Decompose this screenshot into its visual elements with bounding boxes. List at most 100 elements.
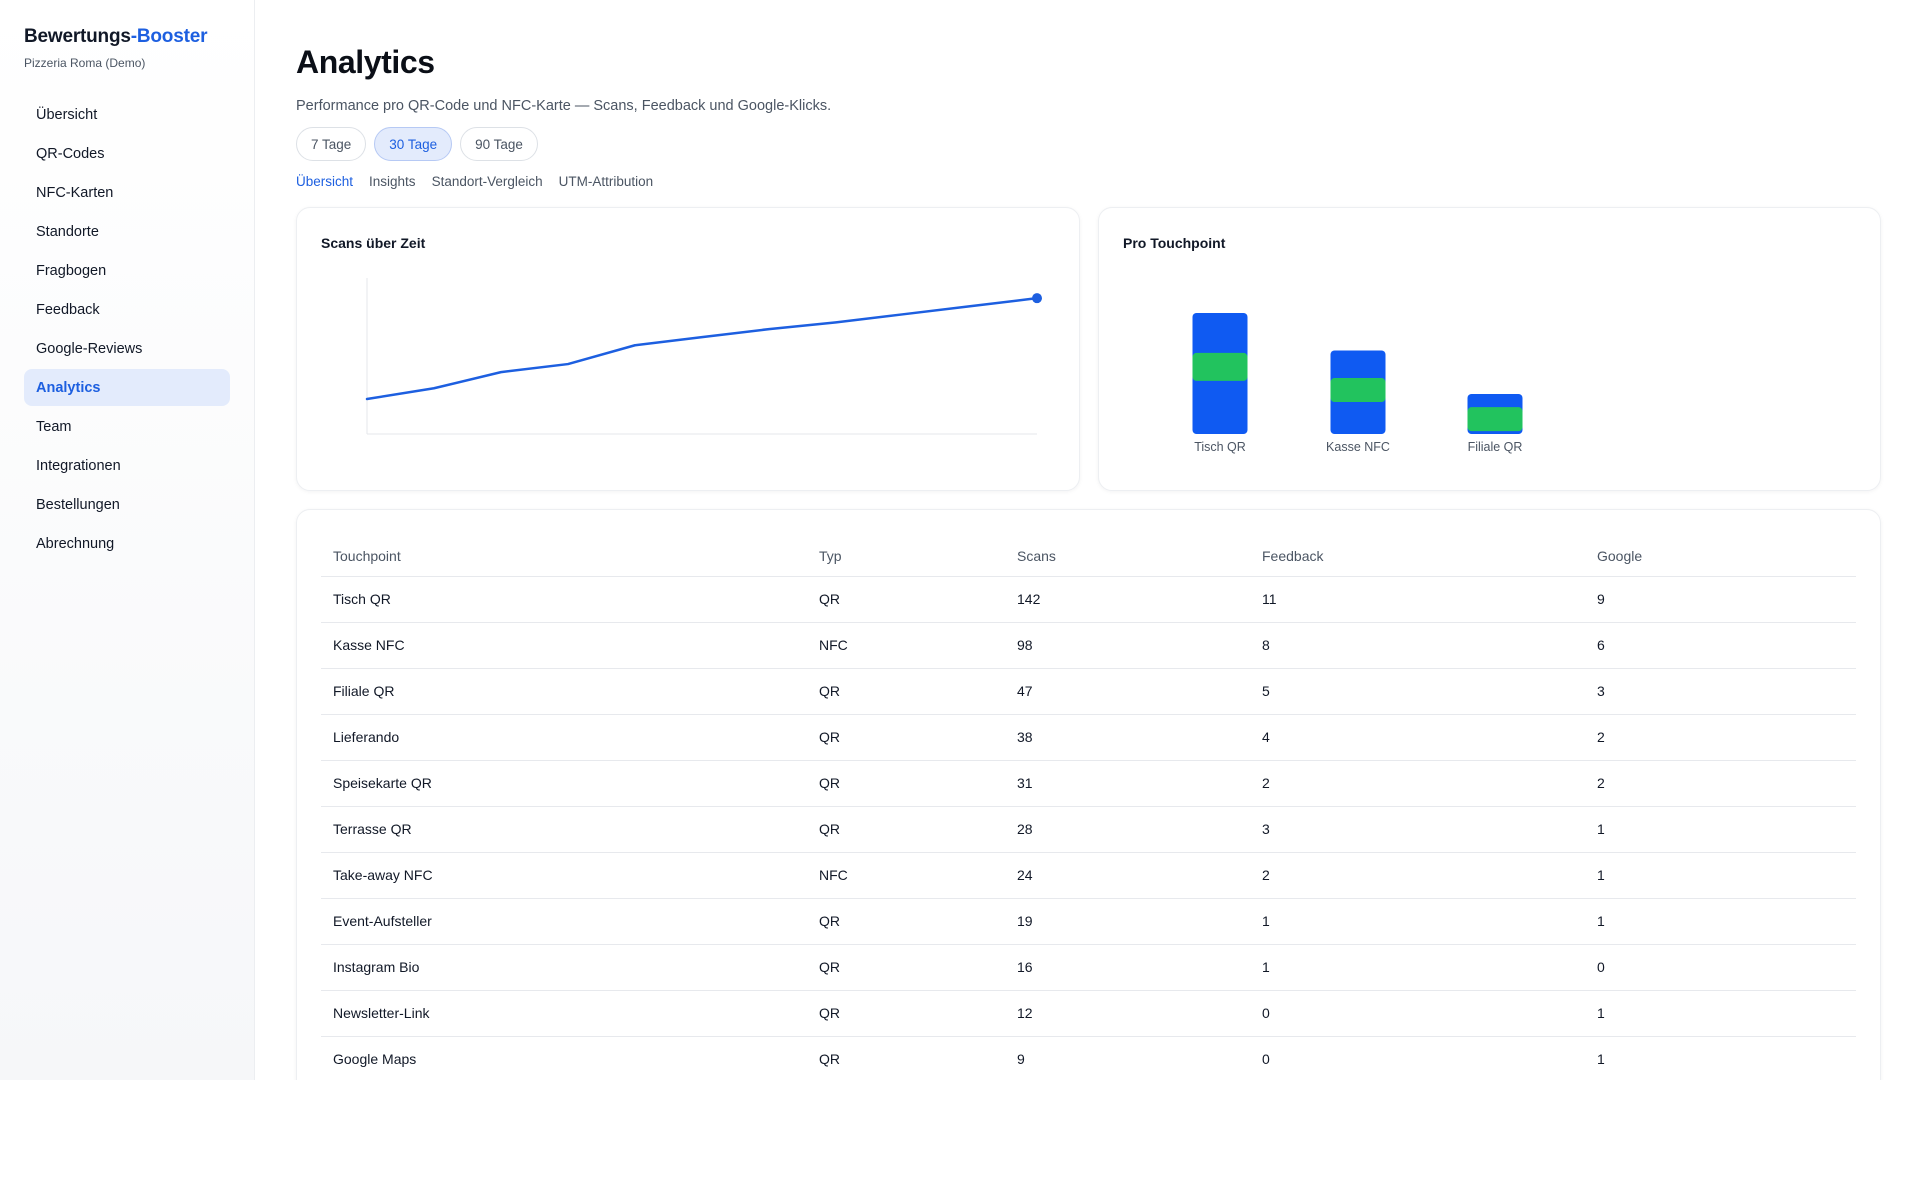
cell-google: 9 xyxy=(1585,576,1856,623)
table-row[interactable]: Google Maps QR 9 0 1 xyxy=(321,1036,1856,1080)
sidebar-item-analytics[interactable]: Analytics xyxy=(24,369,230,406)
cell-scans: 19 xyxy=(1005,898,1250,945)
cell-google: 1 xyxy=(1585,898,1856,945)
business-name: Pizzeria Roma (Demo) xyxy=(24,56,146,70)
sidebar-item-label: Integrationen xyxy=(36,457,121,474)
cell-scans: 38 xyxy=(1005,714,1250,761)
cell-touchpoint: Terrasse QR xyxy=(321,806,807,853)
cell-feedback: 5 xyxy=(1250,668,1585,715)
range-button-30-tage[interactable]: 30 Tage xyxy=(374,127,453,161)
table-row[interactable]: Tisch QR QR 142 11 9 xyxy=(321,576,1856,623)
tab-standort-vergleich[interactable]: Standort-Vergleich xyxy=(431,174,543,189)
table-header-row: Touchpoint Typ Scans Feedback Google xyxy=(321,536,1856,577)
touchpoint-table: Touchpoint Typ Scans Feedback Google Tisch Q… xyxy=(321,536,1856,1080)
column-header-scans[interactable]: Scans xyxy=(1005,536,1250,577)
cell-typ: QR xyxy=(807,576,1005,623)
cell-touchpoint: Take-away NFC xyxy=(321,852,807,899)
table-row[interactable]: Take-away NFC NFC 24 2 1 xyxy=(321,852,1856,899)
line-chart-title: Scans über Zeit xyxy=(321,235,426,251)
cell-typ: QR xyxy=(807,990,1005,1037)
cell-scans: 9 xyxy=(1005,1036,1250,1080)
table-row[interactable]: Newsletter-Link QR 12 0 1 xyxy=(321,990,1856,1037)
sidebar-item-team[interactable]: Team xyxy=(24,408,230,445)
cell-feedback: 0 xyxy=(1250,990,1585,1037)
sidebar-item-label: Feedback xyxy=(36,301,100,318)
cell-touchpoint: Tisch QR xyxy=(321,576,807,623)
cell-scans: 24 xyxy=(1005,852,1250,899)
range-button-90-tage[interactable]: 90 Tage xyxy=(460,127,538,161)
cell-typ: QR xyxy=(807,714,1005,761)
page-subtitle: Performance pro QR-Code und NFC-Karte — … xyxy=(296,98,832,114)
cell-google: 2 xyxy=(1585,714,1856,761)
tab-uebersicht[interactable]: Übersicht xyxy=(296,174,354,189)
bar-tisch-qr-feedback[interactable] xyxy=(1192,352,1248,381)
cell-scans: 47 xyxy=(1005,668,1250,715)
cell-google: 1 xyxy=(1585,1036,1856,1080)
cell-feedback: 4 xyxy=(1250,714,1585,761)
range-button-7-tage[interactable]: 7 Tage xyxy=(296,127,367,161)
bar-kasse-nfc-feedback[interactable] xyxy=(1330,378,1386,403)
cell-touchpoint: Speisekarte QR xyxy=(321,760,807,807)
per-touchpoint-card: Pro Touchpoint Tisch QR Kasse NFC Filiale … xyxy=(1098,207,1881,491)
cell-touchpoint: Event-Aufsteller xyxy=(321,898,807,945)
sidebar-item-nfc-karten[interactable]: NFC-Karten xyxy=(24,174,230,211)
cell-scans: 16 xyxy=(1005,944,1250,991)
cell-scans: 12 xyxy=(1005,990,1250,1037)
cell-typ: QR xyxy=(807,898,1005,945)
table-row[interactable]: Event-Aufsteller QR 19 1 1 xyxy=(321,898,1856,945)
cell-scans: 31 xyxy=(1005,760,1250,807)
analytics-subtabs: Übersicht Insights Standort-Vergleich UTM-A… xyxy=(296,174,1881,189)
tab-insights[interactable]: Insights xyxy=(369,174,416,189)
sidebar-item-label: Übersicht xyxy=(36,106,98,123)
cell-feedback: 1 xyxy=(1250,944,1585,991)
cell-touchpoint: Filiale QR xyxy=(321,668,807,715)
table-row[interactable]: Instagram Bio QR 16 1 0 xyxy=(321,944,1856,991)
sidebar-item-uebersicht[interactable]: Übersicht xyxy=(24,96,230,133)
cell-feedback: 3 xyxy=(1250,806,1585,853)
sidebar: Bewertungs-Booster Pizzeria Roma (Demo) … xyxy=(0,0,255,1080)
cell-typ: QR xyxy=(807,1036,1005,1080)
column-header-feedback[interactable]: Feedback xyxy=(1250,536,1585,577)
table-row[interactable]: Speisekarte QR QR 31 2 2 xyxy=(321,760,1856,807)
cell-feedback: 8 xyxy=(1250,622,1585,669)
bar-filiale-qr-feedback[interactable] xyxy=(1467,407,1523,432)
brand-name: Bewertungs xyxy=(24,26,131,47)
sidebar-item-label: Abrechnung xyxy=(36,535,115,552)
tick-label-filiale-qr: Filiale QR xyxy=(1468,440,1523,454)
brand-logo[interactable]: Bewertungs-Booster xyxy=(24,26,230,48)
cell-feedback: 1 xyxy=(1250,898,1585,945)
table-row[interactable]: Terrasse QR QR 28 3 1 xyxy=(321,806,1856,853)
tab-utm-attribution[interactable]: UTM-Attribution xyxy=(558,174,654,189)
column-header-typ[interactable]: Typ xyxy=(807,536,1005,577)
cell-scans: 142 xyxy=(1005,576,1250,623)
sidebar-item-abrechnung[interactable]: Abrechnung xyxy=(24,525,230,562)
table-row[interactable]: Kasse NFC NFC 98 8 6 xyxy=(321,622,1856,669)
cell-touchpoint: Newsletter-Link xyxy=(321,990,807,1037)
cell-google: 6 xyxy=(1585,622,1856,669)
sidebar-item-label: Google-Reviews xyxy=(36,340,143,357)
chart-cards: Scans über Zeit Pro Touchpoint Tisch QR K… xyxy=(296,207,1881,491)
table-row[interactable]: Lieferando QR 38 4 2 xyxy=(321,714,1856,761)
sidebar-nav: Übersicht QR-Codes NFC-Karten Standorte Frag… xyxy=(24,96,230,562)
data-point-last[interactable] xyxy=(1032,293,1042,304)
cell-google: 3 xyxy=(1585,668,1856,715)
sidebar-item-fragbogen[interactable]: Fragbogen xyxy=(24,252,230,289)
cell-google: 2 xyxy=(1585,760,1856,807)
bar-chart-title: Pro Touchpoint xyxy=(1123,235,1226,251)
cell-typ: QR xyxy=(807,668,1005,715)
cell-feedback: 0 xyxy=(1250,1036,1585,1080)
table-row[interactable]: Filiale QR QR 47 5 3 xyxy=(321,668,1856,715)
column-header-google[interactable]: Google xyxy=(1585,536,1856,577)
sidebar-item-label: NFC-Karten xyxy=(36,184,114,201)
sidebar-item-standorte[interactable]: Standorte xyxy=(24,213,230,250)
cell-google: 1 xyxy=(1585,852,1856,899)
sidebar-item-bestellungen[interactable]: Bestellungen xyxy=(24,486,230,523)
sidebar-item-integrationen[interactable]: Integrationen xyxy=(24,447,230,484)
cell-typ: NFC xyxy=(807,622,1005,669)
cell-google: 1 xyxy=(1585,806,1856,853)
column-header-touchpoint[interactable]: Touchpoint xyxy=(321,536,807,577)
sidebar-item-google-reviews[interactable]: Google-Reviews xyxy=(24,330,230,367)
cell-typ: QR xyxy=(807,760,1005,807)
sidebar-item-feedback[interactable]: Feedback xyxy=(24,291,230,328)
sidebar-item-qr-codes[interactable]: QR-Codes xyxy=(24,135,230,172)
